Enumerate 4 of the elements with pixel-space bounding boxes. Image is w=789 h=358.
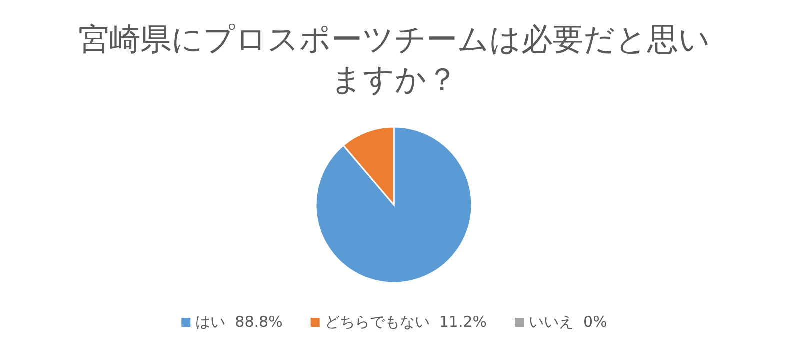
legend-label: いいえ 0%: [529, 313, 608, 331]
legend-label: はい 88.8%: [196, 313, 283, 331]
chart-title: 宮崎県にプロスポーツチームは必要だと思いますか？: [78, 22, 710, 98]
legend-label: どちらでもない 11.2%: [324, 313, 488, 331]
